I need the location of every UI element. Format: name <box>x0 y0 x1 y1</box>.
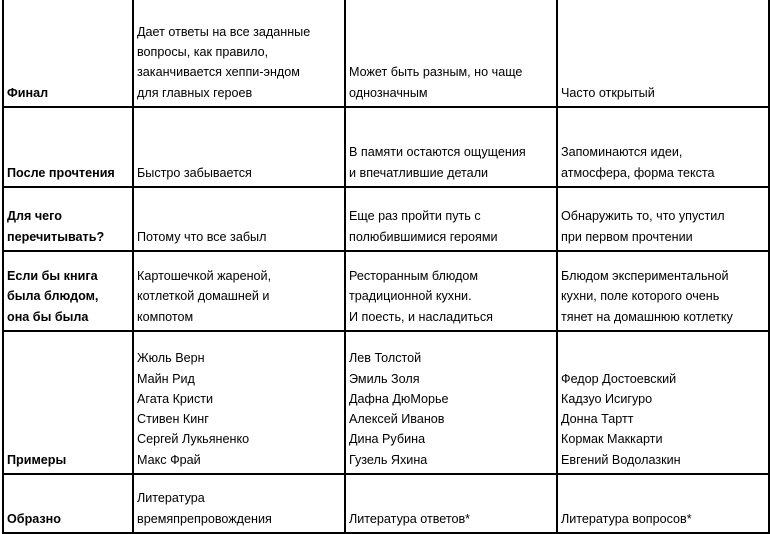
cell-line: Если бы книга <box>7 269 98 284</box>
cell-line: Картошечкой жареной, <box>137 269 272 284</box>
cell-line: И поесть, и насладиться <box>349 309 493 324</box>
table-cell: Федор Достоевский Кадзуо Исигуро Донна Тар… <box>556 330 770 475</box>
table-cell: Лев Толстой Эмиль Золя Дафна ДюМорье Алексе… <box>344 330 558 475</box>
cell-line: тянет на домашнюю котлетку <box>561 309 733 324</box>
cell-line: Стивен Кинг <box>137 412 209 427</box>
cell-line: Еще раз пройти путь с <box>349 209 481 224</box>
table-cell: Запоминаются идеи, атмосфера, форма текст… <box>556 106 770 188</box>
cell-line: Дина Рубина <box>349 432 426 447</box>
cell-line: Агата Кристи <box>137 391 214 406</box>
cell-line: Лев Толстой <box>349 351 422 366</box>
table-cell: Еще раз пройти путь с полюбившимися героя… <box>344 186 558 252</box>
cell-line: Федор Достоевский <box>561 371 677 386</box>
table-cell: Жюль Верн Майн Рид Агата Кристи Стивен Кинг… <box>132 330 346 475</box>
cell-line: Кормак Маккарти <box>561 432 663 447</box>
cell-line: была блюдом, <box>7 289 99 304</box>
cell-line: Может быть разным, но чаще <box>349 65 523 80</box>
cell-line: для главных героев <box>137 85 253 100</box>
cell-line: заканчивается хеппи-эндом <box>137 65 300 80</box>
row-why-reread: Для чего перечитывать? Потому что все забы… <box>2 186 770 252</box>
cell-line: однозначным <box>349 85 428 100</box>
cell-line: компотом <box>137 309 194 324</box>
row-after-reading: После прочтения Быстро забывается В памяти… <box>2 106 770 188</box>
cell-line: традиционной кухни. <box>349 289 472 304</box>
cell-line: Запоминаются идеи, <box>561 145 683 160</box>
table-cell: Литература ответов* <box>344 473 558 534</box>
cell-line: Часто открытый <box>561 85 655 100</box>
table-cell: Картошечкой жареной, котлеткой домашней и… <box>132 250 346 332</box>
cell-line: Макс Фрай <box>137 452 201 467</box>
cell-line: Алексей Иванов <box>349 412 445 427</box>
cell-line: Литература вопросов* <box>561 511 692 526</box>
table-cell: Потому что все забыл <box>132 186 346 252</box>
cell-line: После прочтения <box>7 165 115 180</box>
cell-line: Литература ответов* <box>349 511 471 526</box>
cell-line: Блюдом экспериментальной <box>561 269 729 284</box>
table-cell: Может быть разным, но чаще однозначным <box>344 0 558 108</box>
cell-line: Быстро забывается <box>137 165 252 180</box>
cell-line: Гузель Яхина <box>349 452 428 467</box>
cell-line: вопросы, как правило, <box>137 45 269 60</box>
cell-line: Для чего <box>7 209 62 224</box>
cell-line: Сергей Лукьяненко <box>137 432 250 447</box>
row-header: Финал <box>2 0 134 108</box>
cell-line: времяпрепровождения <box>137 511 272 526</box>
cell-line: Дает ответы на все заданные <box>137 24 311 39</box>
cell-line: Финал <box>7 85 49 100</box>
table-cell: Дает ответы на все заданные вопросы, как … <box>132 0 346 108</box>
cell-line: атмосфера, форма текста <box>561 165 715 180</box>
row-header: Образно <box>2 473 134 534</box>
table-cell: Литература вопросов* <box>556 473 770 534</box>
cell-line: В памяти остаются ощущения <box>349 145 526 160</box>
row-header: Примеры <box>2 330 134 475</box>
cell-line: Жюль Верн <box>137 351 205 366</box>
cell-line: Обнаружить то, что упустил <box>561 209 725 224</box>
table-cell: Блюдом экспериментальной кухни, поле кото… <box>556 250 770 332</box>
cell-line: Примеры <box>7 452 67 467</box>
cell-line: Потому что все забыл <box>137 229 267 244</box>
table-cell: Литература времяпрепровождения <box>132 473 346 534</box>
table-cell: Быстро забывается <box>132 106 346 188</box>
cell-line: Ресторанным блюдом <box>349 269 479 284</box>
cell-line: полюбившимися героями <box>349 229 498 244</box>
cell-line: при первом прочтении <box>561 229 693 244</box>
cell-line: Кадзуо Исигуро <box>561 391 653 406</box>
cell-line: котлеткой домашней и <box>137 289 270 304</box>
table-cell: Обнаружить то, что упустил при первом про… <box>556 186 770 252</box>
cell-line: она бы была <box>7 309 89 324</box>
table-cell: Часто открытый <box>556 0 770 108</box>
cell-line: кухни, поле которого очень <box>561 289 720 304</box>
cell-line: перечитывать? <box>7 229 105 244</box>
row-header: После прочтения <box>2 106 134 188</box>
row-if-dish: Если бы книга была блюдом, она бы была Карт… <box>2 250 770 332</box>
cell-line: Образно <box>7 511 61 526</box>
cell-line: Эмиль Золя <box>349 371 420 386</box>
row-header: Для чего перечитывать? <box>2 186 134 252</box>
row-header: Если бы книга была блюдом, она бы была <box>2 250 134 332</box>
table-cell: Ресторанным блюдом традиционной кухни. И п… <box>344 250 558 332</box>
cell-line: Дафна ДюМорье <box>349 391 449 406</box>
table-cell: В памяти остаются ощущения и впечатлившие… <box>344 106 558 188</box>
row-figuratively: Образно Литература времяпрепровождения Лите… <box>2 473 770 534</box>
cell-line: Евгений Водолазкин <box>561 452 681 467</box>
cell-line: Литература <box>137 491 205 506</box>
cell-line: Майн Рид <box>137 371 195 386</box>
row-final: Финал Дает ответы на все заданные вопросы,… <box>2 0 770 108</box>
row-examples: Примеры Жюль Верн Майн Рид Агата Кристи Стив… <box>2 330 770 475</box>
cell-line: Донна Тартт <box>561 412 634 427</box>
cell-line: и впечатлившие детали <box>349 165 489 180</box>
